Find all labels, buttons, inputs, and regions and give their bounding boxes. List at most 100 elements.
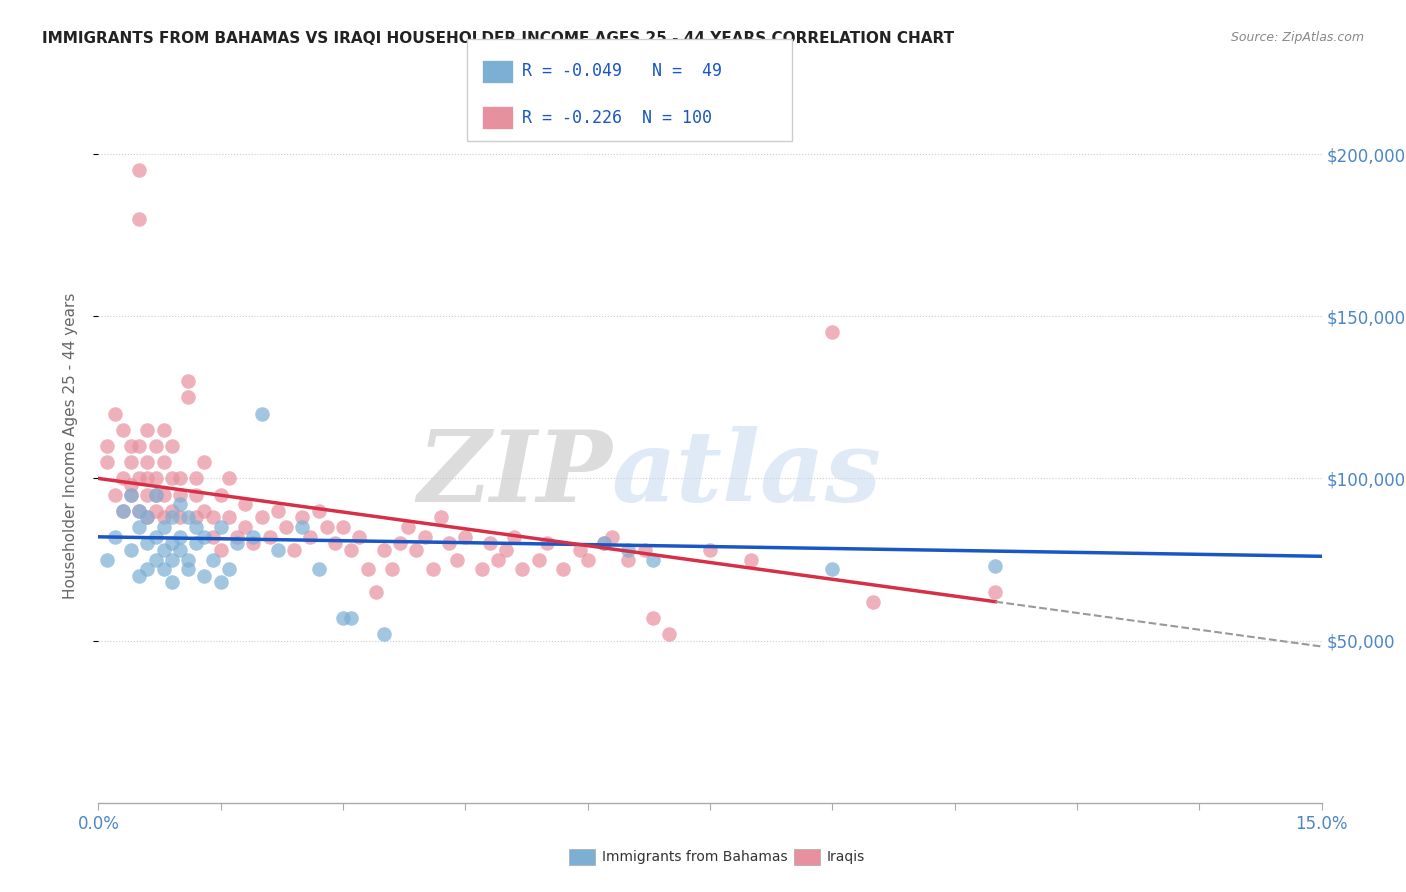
Point (349, 530, 371, 544)
Point (381, 562, 404, 576)
Text: Immigrants from Bahamas: Immigrants from Bahamas (602, 850, 787, 864)
Point (340, 542, 363, 557)
Point (104, 530, 127, 544)
Point (152, 455, 174, 469)
Point (111, 504, 134, 518)
Point (332, 520, 354, 534)
Point (332, 611, 354, 625)
Point (145, 471, 167, 485)
Text: R = -0.049   N =  49: R = -0.049 N = 49 (522, 62, 721, 80)
Point (136, 536, 159, 550)
Point (536, 536, 558, 550)
Point (128, 520, 150, 534)
Point (495, 542, 517, 557)
Point (699, 542, 721, 557)
Point (186, 510, 208, 524)
Point (373, 627, 395, 641)
Point (201, 552, 224, 566)
Text: ZIP: ZIP (418, 426, 612, 523)
Point (160, 504, 183, 518)
Point (576, 552, 599, 566)
Point (209, 520, 232, 534)
Point (128, 504, 150, 518)
Point (512, 562, 534, 576)
Point (177, 390, 200, 404)
Point (136, 488, 159, 502)
Point (454, 530, 477, 544)
Point (209, 542, 232, 557)
Point (201, 510, 224, 524)
Point (233, 520, 256, 534)
Point (634, 542, 657, 557)
Point (218, 562, 240, 576)
Point (283, 542, 305, 557)
Point (862, 595, 884, 609)
Point (120, 455, 142, 469)
Point (193, 568, 215, 582)
Point (169, 530, 191, 544)
Text: atlas: atlas (612, 426, 882, 523)
Point (553, 562, 575, 576)
Point (111, 471, 134, 485)
Point (169, 510, 191, 524)
Point (315, 520, 337, 534)
Point (120, 439, 142, 453)
Point (160, 575, 183, 590)
Point (291, 510, 314, 524)
Point (201, 530, 224, 544)
Point (250, 407, 273, 421)
Point (242, 530, 264, 544)
Point (186, 520, 208, 534)
Point (600, 530, 623, 544)
Point (104, 407, 127, 421)
Point (160, 536, 183, 550)
Point (96, 552, 118, 566)
Point (152, 520, 174, 534)
Point (128, 568, 150, 582)
Point (111, 504, 134, 518)
Point (984, 559, 1007, 574)
Text: Iraqis: Iraqis (827, 850, 865, 864)
Point (267, 542, 290, 557)
Point (226, 536, 249, 550)
Point (152, 488, 174, 502)
Point (152, 423, 174, 437)
Point (145, 504, 167, 518)
Point (364, 585, 387, 599)
Point (120, 478, 142, 492)
Point (145, 439, 167, 453)
Point (96, 439, 118, 453)
Point (299, 530, 322, 544)
Point (396, 520, 419, 534)
Point (111, 423, 134, 437)
Point (984, 585, 1007, 599)
Point (218, 471, 240, 485)
Point (120, 488, 142, 502)
Point (291, 520, 314, 534)
Point (274, 520, 297, 534)
Point (658, 627, 681, 641)
Text: Source: ZipAtlas.com: Source: ZipAtlas.com (1230, 31, 1364, 45)
Point (446, 552, 468, 566)
Point (120, 488, 142, 502)
Point (169, 497, 191, 511)
Point (478, 536, 501, 550)
Point (308, 504, 330, 518)
Point (593, 536, 616, 550)
Point (169, 488, 191, 502)
Point (437, 536, 460, 550)
Point (527, 552, 550, 566)
Point (136, 510, 159, 524)
Point (186, 471, 208, 485)
Point (740, 552, 762, 566)
Point (145, 488, 167, 502)
Point (128, 504, 150, 518)
Point (821, 562, 844, 576)
Point (356, 562, 378, 576)
Point (136, 510, 159, 524)
Point (430, 510, 453, 524)
Point (373, 542, 395, 557)
Point (169, 471, 191, 485)
Point (128, 471, 150, 485)
Point (177, 374, 200, 388)
